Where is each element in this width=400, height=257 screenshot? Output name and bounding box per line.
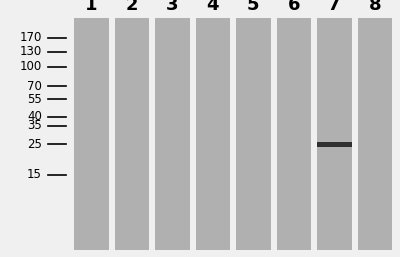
Bar	[352, 18, 358, 250]
Bar	[317, 142, 352, 147]
Text: 5: 5	[247, 0, 260, 14]
Text: 4: 4	[206, 0, 219, 14]
Bar	[196, 18, 230, 250]
Text: 55: 55	[27, 93, 42, 106]
Bar	[114, 18, 149, 250]
Text: 40: 40	[27, 110, 42, 123]
Bar	[190, 18, 196, 250]
Bar	[311, 18, 317, 250]
Bar	[74, 18, 108, 250]
Text: 1: 1	[85, 0, 98, 14]
Bar	[270, 18, 276, 250]
Bar	[149, 18, 155, 250]
Text: 25: 25	[27, 138, 42, 151]
Bar	[358, 18, 392, 250]
Text: 70: 70	[27, 80, 42, 93]
Text: 100: 100	[20, 60, 42, 73]
Text: 35: 35	[27, 120, 42, 132]
Bar	[155, 18, 190, 250]
Bar	[392, 18, 398, 250]
Bar	[230, 18, 236, 250]
Text: 7: 7	[328, 0, 340, 14]
Text: 6: 6	[288, 0, 300, 14]
Text: 8: 8	[368, 0, 381, 14]
Text: 2: 2	[126, 0, 138, 14]
Bar	[276, 18, 311, 250]
Text: 3: 3	[166, 0, 178, 14]
Text: 130: 130	[20, 45, 42, 58]
Bar	[108, 18, 114, 250]
Bar	[317, 18, 352, 250]
Text: 15: 15	[27, 168, 42, 181]
Text: 170: 170	[20, 31, 42, 44]
Bar	[68, 18, 74, 250]
Bar	[236, 18, 270, 250]
Bar	[68, 18, 398, 250]
